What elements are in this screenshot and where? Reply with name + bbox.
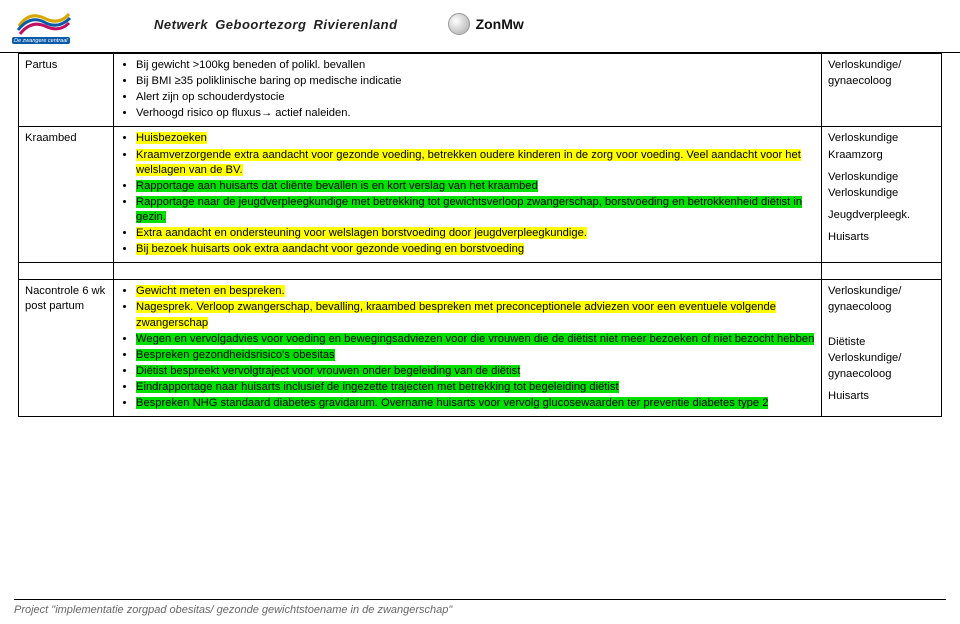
- items-list: Gewicht meten en bespreken. Nagesprek. Ve…: [120, 284, 815, 411]
- page-header: De zwangere centraal Netwerk Geboortezor…: [0, 0, 960, 44]
- role-label: Verloskundige: [828, 131, 935, 146]
- list-item: Wegen en vervolgadvies voor voeding en b…: [136, 332, 815, 347]
- list-item: Diëtist bespreekt vervolgtraject voor vr…: [136, 364, 815, 379]
- table-row: Kraambed Huisbezoeken Kraamverzorgende ext…: [19, 127, 942, 263]
- item-text: Kraamverzorgende extra aandacht voor gez…: [136, 149, 801, 176]
- roles-cell: Verloskundige/gynaecoloog: [822, 54, 942, 127]
- item-text: Bij BMI ≥35 poliklinische baring op medi…: [136, 75, 401, 87]
- list-item: Nagesprek. Verloop zwangerschap, bevalli…: [136, 300, 815, 330]
- zorgpad-table: Partus Bij gewicht >100kg beneden of poli…: [18, 53, 942, 417]
- role-label: Huisarts: [828, 389, 935, 404]
- role-label: Verloskundige/: [828, 58, 935, 73]
- item-text: Diëtist bespreekt vervolgtraject voor vr…: [136, 365, 520, 377]
- footer-text: Project "implementatie zorgpad obesitas/…: [14, 604, 946, 616]
- list-item: Rapportage naar de jeugdverpleegkundige …: [136, 195, 815, 225]
- role-label: Verloskundige/: [828, 351, 935, 366]
- stage-cell: Kraambed: [19, 127, 114, 263]
- zonmw-icon: [448, 13, 470, 35]
- list-item: Bespreken gezondheidsrisico's obesitas: [136, 348, 815, 363]
- footer-divider: [14, 599, 946, 600]
- roles-cell: VerloskundigeKraamzorgVerloskundigeVerlo…: [822, 127, 942, 263]
- role-label: Jeugdverpleegk.: [828, 208, 935, 223]
- items-cell: Bij gewicht >100kg beneden of polikl. be…: [114, 54, 822, 127]
- logo-left: De zwangere centraal: [14, 6, 74, 42]
- item-text: Bij bezoek huisarts ook extra aandacht v…: [136, 243, 524, 255]
- stage-label: Partus: [25, 59, 57, 71]
- logo-right: ZonMw: [448, 13, 524, 35]
- item-text: Rapportage aan huisarts dat cliënte beva…: [136, 180, 538, 192]
- list-item: Kraamverzorgende extra aandacht voor gez…: [136, 148, 815, 178]
- list-item: Eindrapportage naar huisarts inclusief d…: [136, 380, 815, 395]
- items-list: Huisbezoeken Kraamverzorgende extra aanda…: [120, 131, 815, 257]
- logo-left-badge: De zwangere centraal: [12, 37, 70, 44]
- stage-cell: Nacontrole 6 wk post partum: [19, 280, 114, 417]
- item-text: Bij gewicht >100kg beneden of polikl. be…: [136, 59, 365, 71]
- item-text: Extra aandacht en ondersteuning voor wel…: [136, 227, 587, 239]
- role-label: Kraamzorg: [828, 148, 935, 163]
- item-text: Wegen en vervolgadvies voor voeding en b…: [136, 333, 814, 345]
- spacer-row: [19, 263, 942, 280]
- item-text: Rapportage naar de jeugdverpleegkundige …: [136, 196, 802, 223]
- table-row: Nacontrole 6 wk post partum Gewicht meten…: [19, 280, 942, 417]
- item-text: Nagesprek. Verloop zwangerschap, bevalli…: [136, 301, 776, 328]
- item-text: Eindrapportage naar huisarts inclusief d…: [136, 381, 619, 393]
- role-label: Diëtiste: [828, 335, 935, 350]
- list-item: Gewicht meten en bespreken.: [136, 284, 815, 299]
- item-text: Verhoogd risico op fluxus→ actief naleid…: [136, 107, 351, 119]
- list-item: Bespreken NHG standaard diabetes gravida…: [136, 396, 815, 411]
- list-item: Alert zijn op schouderdystocie: [136, 90, 815, 105]
- page-title: Netwerk Geboortezorg Rivierenland: [154, 17, 398, 32]
- list-item: Extra aandacht en ondersteuning voor wel…: [136, 226, 815, 241]
- list-item: Huisbezoeken: [136, 131, 815, 146]
- stage-cell: Partus: [19, 54, 114, 127]
- logo-right-text: ZonMw: [476, 16, 524, 32]
- role-label: Verloskundige: [828, 170, 935, 185]
- role-label: gynaecoloog: [828, 74, 935, 89]
- list-item: Verhoogd risico op fluxus→ actief naleid…: [136, 106, 815, 121]
- list-item: Bij BMI ≥35 poliklinische baring op medi…: [136, 74, 815, 89]
- item-text: Alert zijn op schouderdystocie: [136, 91, 285, 103]
- items-list: Bij gewicht >100kg beneden of polikl. be…: [120, 58, 815, 121]
- role-label: gynaecoloog: [828, 300, 935, 315]
- role-label: Verloskundige: [828, 186, 935, 201]
- list-item: Bij bezoek huisarts ook extra aandacht v…: [136, 242, 815, 257]
- item-text: Gewicht meten en bespreken.: [136, 285, 285, 297]
- stage-label: Nacontrole 6 wk post partum: [25, 285, 105, 312]
- role-label: gynaecoloog: [828, 367, 935, 382]
- page-footer: Project "implementatie zorgpad obesitas/…: [0, 599, 960, 616]
- items-cell: Gewicht meten en bespreken. Nagesprek. Ve…: [114, 280, 822, 417]
- role-label: Verloskundige/: [828, 284, 935, 299]
- content-area: Partus Bij gewicht >100kg beneden of poli…: [0, 53, 960, 417]
- item-text: Bespreken gezondheidsrisico's obesitas: [136, 349, 335, 361]
- list-item: Rapportage aan huisarts dat cliënte beva…: [136, 179, 815, 194]
- stage-label: Kraambed: [25, 132, 77, 144]
- items-cell: Huisbezoeken Kraamverzorgende extra aanda…: [114, 127, 822, 263]
- roles-cell: Verloskundige/gynaecoloogDiëtisteVerlosk…: [822, 280, 942, 417]
- list-item: Bij gewicht >100kg beneden of polikl. be…: [136, 58, 815, 73]
- item-text: Bespreken NHG standaard diabetes gravida…: [136, 397, 768, 409]
- table-row: Partus Bij gewicht >100kg beneden of poli…: [19, 54, 942, 127]
- item-text: Huisbezoeken: [136, 132, 207, 144]
- role-label: Huisarts: [828, 230, 935, 245]
